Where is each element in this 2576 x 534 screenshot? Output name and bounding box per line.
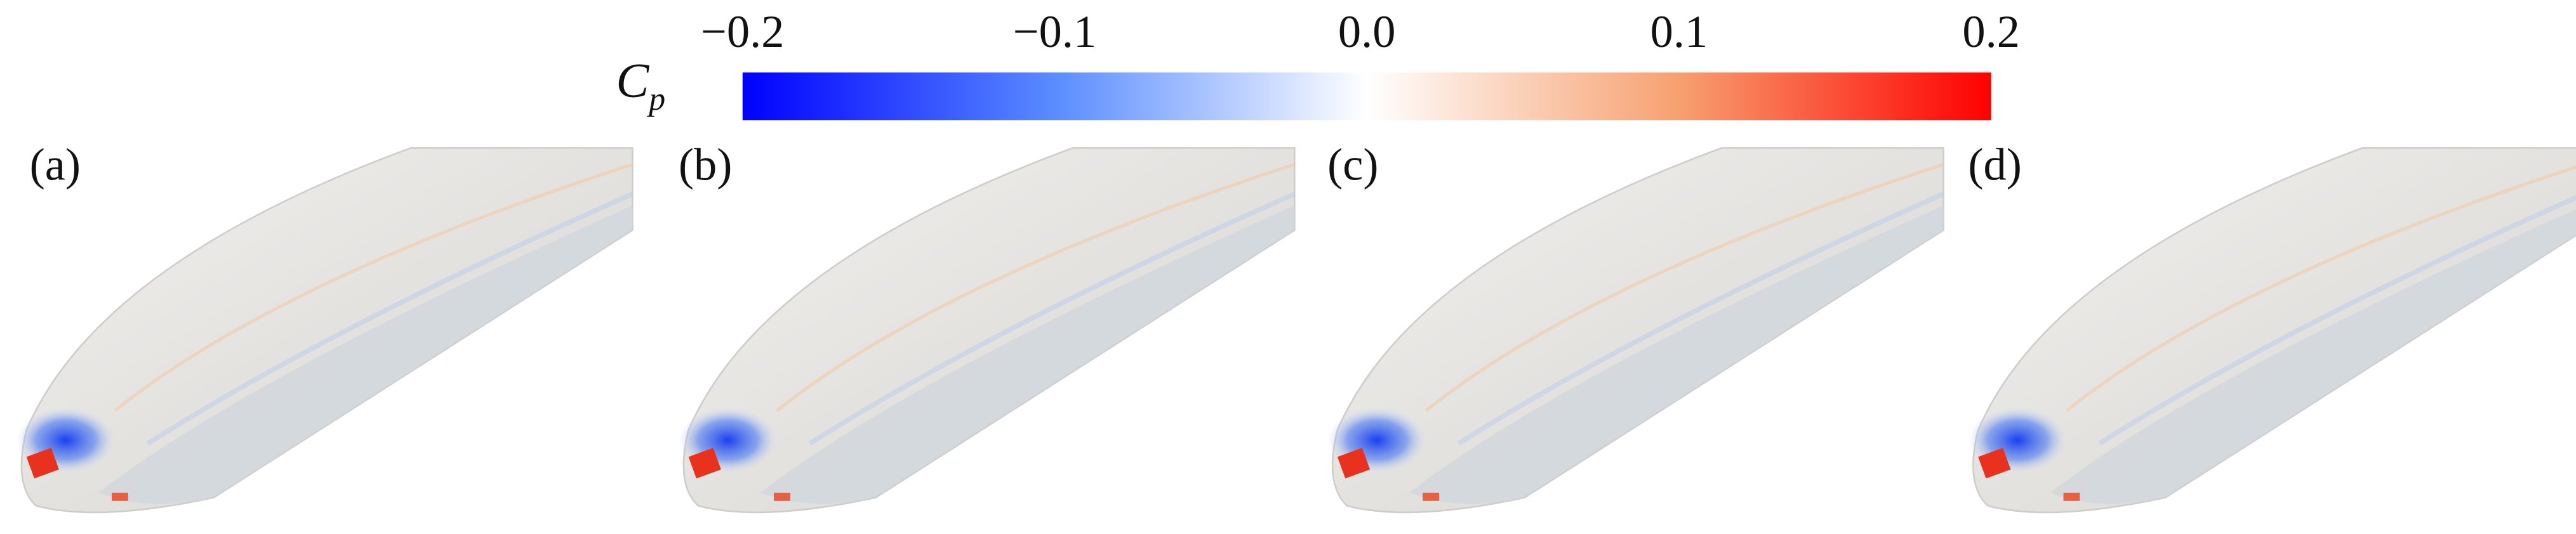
high-pressure-zone (1337, 448, 1371, 479)
colorbar-tick-label: 0.2 (1962, 6, 2020, 57)
panel-label: (b) (679, 139, 732, 190)
flow-streak (114, 162, 634, 412)
high-pressure-zone (111, 492, 128, 501)
panel-label: (d) (1968, 139, 2021, 190)
colorbar-tick-label: 0.1 (1650, 6, 1708, 57)
colorbar-tick-label: −0.1 (1013, 6, 1096, 57)
colorbar-tick-label: 0.0 (1338, 6, 1396, 57)
nose-shade (1409, 205, 1944, 504)
train-nose (1968, 147, 2576, 514)
colorbar-label: Cp (616, 53, 665, 117)
flow-streak (808, 192, 1296, 446)
panel-label: (a) (30, 139, 81, 190)
nose-shade (760, 205, 1295, 504)
nose-surface (1972, 147, 2576, 514)
panel-label: (c) (1327, 139, 1378, 190)
high-pressure-zone (1423, 492, 1440, 501)
high-pressure-zone (2063, 492, 2080, 501)
high-pressure-zone (688, 448, 721, 479)
flow-streak (146, 192, 634, 446)
flow-streak (1424, 162, 1944, 412)
train-nose (678, 147, 1296, 514)
high-pressure-zone (1978, 448, 2011, 479)
colorbar-tick-label: −0.2 (701, 6, 784, 57)
train-nose (1327, 147, 1945, 514)
train-nose (16, 147, 634, 514)
colorbar-label-main: C (616, 53, 649, 108)
high-pressure-zone (26, 448, 59, 479)
nose-surface (1331, 147, 1944, 514)
colorbar (742, 72, 1991, 120)
nose-surface (682, 147, 1296, 514)
flow-streak (776, 162, 1296, 412)
flow-streak (2098, 195, 2576, 446)
flow-streak (1457, 192, 1945, 446)
flow-streak (2066, 165, 2576, 412)
colorbar-label-subscript: p (646, 81, 665, 117)
nose-shade (2050, 209, 2576, 504)
nose-shade (98, 205, 633, 504)
nose-surface (20, 147, 634, 514)
high-pressure-zone (773, 492, 790, 501)
